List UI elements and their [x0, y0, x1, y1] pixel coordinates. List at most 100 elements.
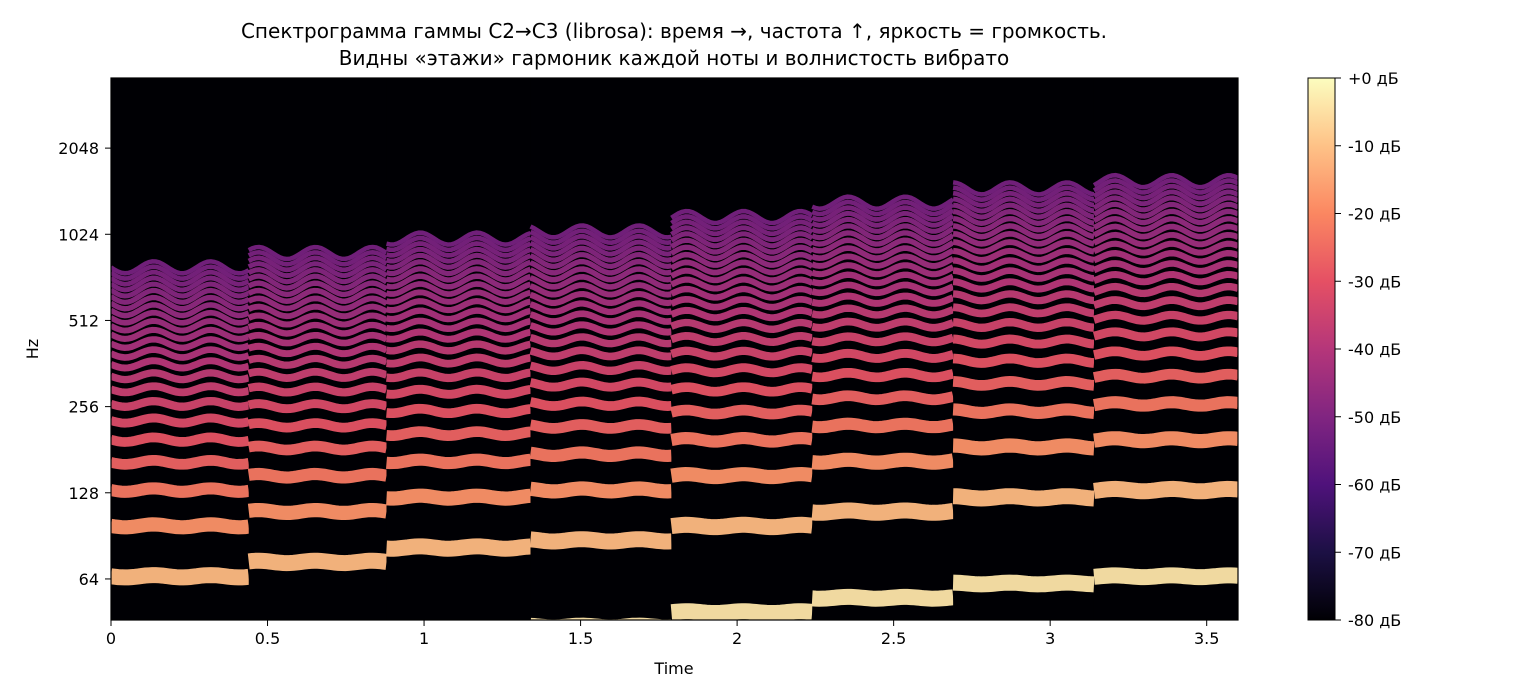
harmonic-band: [952, 334, 1095, 349]
colorbar-tick-label: -10 дБ: [1348, 137, 1401, 156]
harmonic-band: [529, 310, 672, 325]
note-segment: [1092, 78, 1238, 620]
plot-frame: [110, 77, 1239, 621]
harmonic-band: [111, 455, 250, 470]
harmonic-band: [670, 295, 814, 311]
colorbar-tick-label: -30 дБ: [1348, 272, 1401, 291]
note-segment: [247, 78, 388, 620]
harmonic-band: [385, 246, 532, 264]
harmonic-band: [386, 230, 532, 247]
harmonic-band: [530, 617, 672, 620]
harmonic-band: [669, 237, 814, 255]
harmonic-band: [111, 482, 250, 498]
harmonic-band: [952, 239, 1095, 255]
harmonic-band: [529, 396, 672, 411]
harmonic-band: [670, 382, 814, 397]
harmonic-band: [952, 278, 1095, 293]
colorbar-tick-label: -20 дБ: [1348, 205, 1401, 224]
harmonic-band: [111, 259, 250, 276]
harmonic-band: [670, 363, 814, 378]
harmonic-band: [811, 502, 955, 521]
harmonic-band: [811, 194, 955, 211]
x-tick-label: 0: [106, 629, 116, 648]
harmonic-band: [247, 273, 388, 291]
harmonic-band: [1092, 310, 1238, 325]
note-segment: [952, 78, 1095, 620]
harmonic-band: [811, 367, 955, 383]
harmonic-band: [247, 303, 388, 320]
harmonic-band: [811, 304, 955, 319]
harmonic-band: [247, 502, 388, 521]
y-tick-label: 128: [68, 484, 99, 503]
harmonic-band: [387, 633, 531, 635]
chart-title-line2: Видны «этажи» гармоник каждой ноты и вол…: [339, 46, 1010, 70]
harmonic-band: [1092, 208, 1238, 226]
harmonic-band: [111, 287, 250, 305]
harmonic-band: [386, 403, 532, 419]
harmonic-band: [247, 367, 388, 382]
harmonic-band: [386, 538, 531, 557]
colorbar-ticks: +0 дБ -10 дБ -20 дБ -30 дБ -40 дБ -50 дБ -60 д…: [1335, 69, 1401, 630]
harmonic-band: [111, 294, 250, 312]
harmonic-band: [670, 208, 814, 226]
x-tick-label: 3.5: [1194, 629, 1219, 648]
harmonic-band: [952, 209, 1095, 226]
colorbar-tick-label: +0 дБ: [1348, 69, 1399, 88]
colorbar-tick-label: -60 дБ: [1348, 476, 1401, 495]
harmonic-band: [952, 196, 1095, 214]
harmonic-band: [529, 346, 672, 361]
harmonic-band: [952, 353, 1095, 368]
harmonic-band: [811, 245, 955, 262]
harmonic-band: [111, 567, 250, 586]
harmonic-band: [529, 290, 672, 307]
harmonic-band: [1092, 215, 1238, 233]
harmonic-band: [952, 488, 1095, 507]
harmonic-band: [247, 331, 388, 347]
harmonic-band: [247, 287, 388, 304]
harmonic-band: [1092, 201, 1238, 219]
harmonic-band: [811, 452, 955, 470]
harmonic-band: [529, 273, 672, 290]
harmonic-band: [811, 292, 955, 307]
harmonic-band: [111, 281, 250, 299]
harmonic-band: [111, 269, 250, 287]
harmonic-band: [111, 369, 250, 384]
harmonic-band: [811, 348, 955, 363]
harmonic-band: [952, 257, 1095, 273]
harmonic-band: [811, 390, 955, 406]
harmonic-band: [811, 230, 955, 247]
harmonic-band: [111, 326, 250, 342]
x-axis: 0 0.5 1 1.5 2 2.5 3 3.5: [106, 620, 1219, 648]
harmonic-band: [811, 317, 955, 332]
x-tick-label: 1: [419, 629, 429, 648]
harmonic-band: [670, 267, 814, 284]
x-tick-label: 1.5: [568, 629, 593, 648]
harmonic-band: [529, 266, 672, 283]
harmonic-band: [385, 307, 532, 323]
harmonic-band: [247, 249, 388, 267]
harmonic-band: [247, 354, 388, 369]
x-tick-label: 2.5: [881, 629, 906, 648]
harmonic-band: [247, 255, 388, 273]
note-segment: [811, 78, 955, 620]
harmonic-band: [1092, 178, 1238, 195]
harmonic-band: [111, 275, 250, 293]
y-tick-label: 512: [68, 311, 99, 330]
harmonic-band: [111, 517, 250, 535]
harmonic-band: [670, 219, 814, 237]
x-axis-label: Time: [653, 659, 693, 678]
note-background: [812, 78, 954, 620]
harmonic-band: [386, 368, 532, 383]
y-tick-label: 2048: [58, 139, 99, 158]
harmonic-band: [670, 603, 813, 620]
harmonic-band: [1092, 327, 1238, 342]
harmonic-band: [1092, 260, 1238, 275]
harmonic-band: [952, 403, 1095, 419]
note-segment: [529, 78, 672, 620]
harmonic-band: [529, 531, 672, 550]
harmonic-band: [1092, 183, 1238, 201]
harmonic-band: [1092, 223, 1238, 240]
harmonic-band: [111, 309, 250, 326]
harmonic-band: [385, 298, 532, 314]
harmonic-band: [952, 303, 1095, 318]
